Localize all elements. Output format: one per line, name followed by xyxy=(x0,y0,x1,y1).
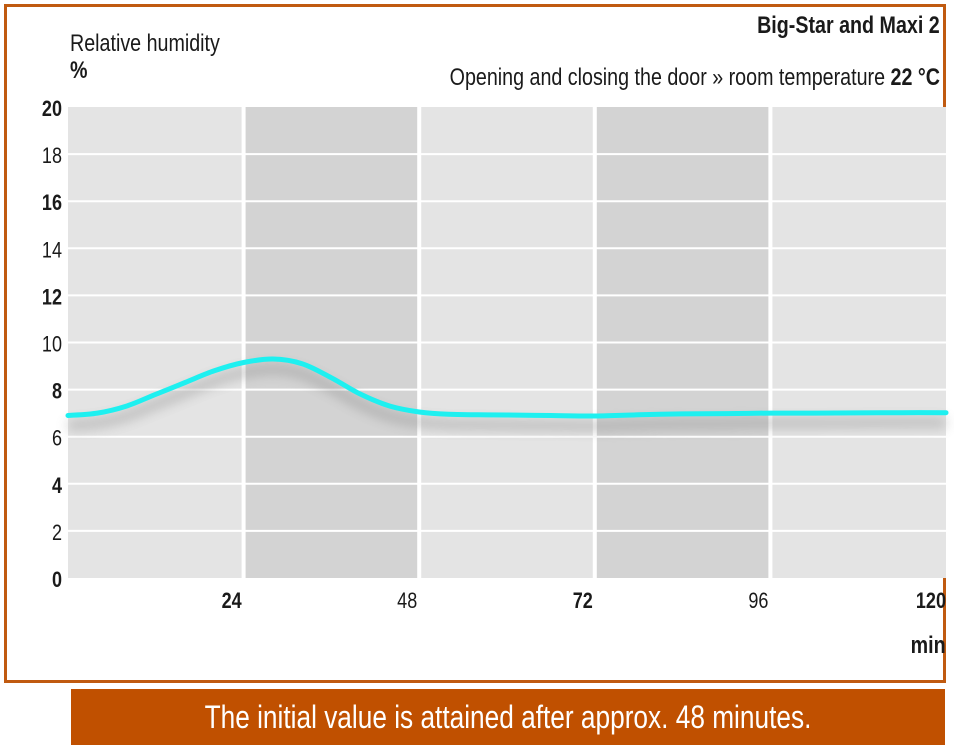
y-tick-label-0: 0 xyxy=(52,568,62,592)
y-axis-label: Relative humidity xyxy=(70,30,220,57)
x-tick-label-96: 96 xyxy=(748,589,768,613)
y-tick-label-18: 18 xyxy=(42,145,62,169)
y-tick-label-10: 10 xyxy=(42,333,62,357)
humidity-line-shadow xyxy=(67,364,947,431)
y-tick-label-14: 14 xyxy=(42,239,62,263)
x-tick-label-48: 48 xyxy=(397,589,417,613)
y-tick-label-12: 12 xyxy=(42,286,62,310)
subtitle-text: Opening and closing the door » room temp… xyxy=(449,64,891,91)
y-axis-unit: % xyxy=(70,57,88,84)
caption-banner: The initial value is attained after appr… xyxy=(71,689,945,745)
y-tick-label-4: 4 xyxy=(52,474,63,498)
y-tick-label-20: 20 xyxy=(42,97,62,121)
product-title: Big-Star and Maxi 2 xyxy=(757,12,940,39)
y-tick-label-6: 6 xyxy=(52,427,62,451)
humidity-line xyxy=(65,356,949,419)
subtitle-temperature: 22 °C xyxy=(890,64,940,91)
y-tick-label-16: 16 xyxy=(42,192,62,216)
y-tick-label-2: 2 xyxy=(52,521,62,545)
chart-subtitle: Opening and closing the door » room temp… xyxy=(450,64,940,92)
y-tick-label-8: 8 xyxy=(52,380,62,404)
x-tick-label-120: 120 xyxy=(916,589,946,613)
x-tick-label-24: 24 xyxy=(222,589,243,613)
x-axis-unit: min xyxy=(911,632,946,659)
caption-text: The initial value is attained after appr… xyxy=(204,699,812,735)
x-tick-label-72: 72 xyxy=(573,589,593,613)
